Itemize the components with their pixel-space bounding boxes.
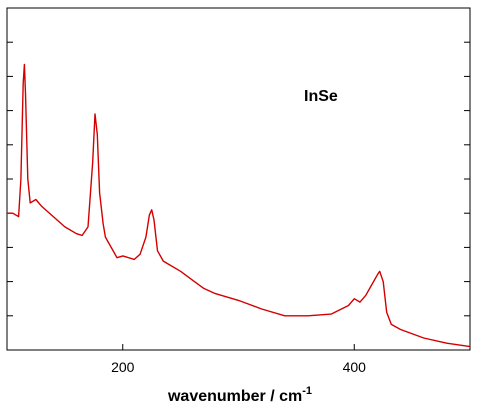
- plot-frame: [6, 7, 471, 351]
- x-axis-label: wavenumber / cm-1: [167, 385, 312, 405]
- x-axis-label-superscript: -1: [302, 385, 312, 397]
- spectrum-line: [7, 63, 471, 348]
- x-axis-label-text: wavenumber / cm: [167, 388, 302, 405]
- annotation: InSe: [304, 88, 338, 105]
- x-tick-label: 200: [111, 359, 135, 375]
- x-tick-label: 400: [343, 359, 367, 375]
